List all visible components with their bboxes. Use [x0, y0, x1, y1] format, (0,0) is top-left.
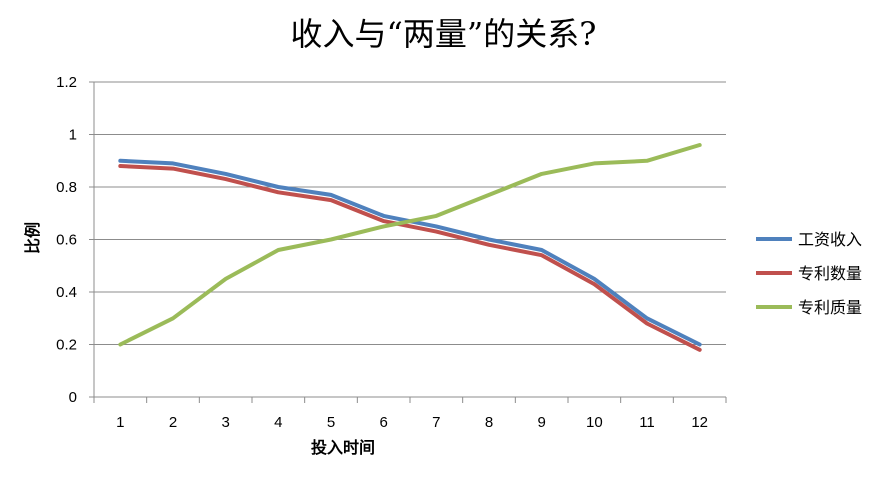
y-axis-title: 比例 — [23, 222, 42, 254]
x-tick-label: 10 — [586, 414, 603, 431]
gridlines — [89, 81, 726, 398]
x-tick-label: 1 — [116, 414, 124, 431]
x-tick-label: 2 — [169, 414, 177, 431]
x-tick-label: 4 — [274, 414, 282, 431]
x-tick-label: 6 — [379, 414, 387, 431]
series-line-3 — [118, 143, 702, 347]
x-tick-label: 5 — [327, 414, 335, 431]
y-tick-label: 1.2 — [56, 74, 77, 91]
tick-labels: 00.20.40.60.811.21 2 3 4 5 6 7 8 9 10 11 12 — [56, 74, 708, 431]
y-tick-label: 0.4 — [56, 284, 77, 301]
x-tick-label: 12 — [691, 414, 708, 431]
x-tick-label: 7 — [432, 414, 440, 431]
y-tick-label: 1 — [69, 127, 77, 144]
y-tick-label: 0.6 — [56, 232, 77, 249]
y-tick-label: 0.2 — [56, 337, 77, 354]
series-lines — [118, 143, 702, 352]
axes — [93, 82, 727, 403]
x-tick-label: 11 — [639, 414, 655, 431]
y-tick-label: 0.8 — [56, 179, 77, 196]
legend-label-3: 专利质量 — [798, 298, 862, 317]
chart-title: 收入与“两量”的关系? — [290, 15, 597, 53]
x-tick-label: 3 — [221, 414, 229, 431]
x-tick-label: 8 — [485, 414, 493, 431]
legend-label-2: 专利数量 — [798, 264, 862, 283]
series-line-2 — [118, 164, 702, 352]
y-tick-label: 0 — [69, 389, 77, 406]
x-axis-title: 投入时间 — [311, 438, 375, 457]
x-tick-label: 9 — [537, 414, 545, 431]
series-line-1 — [118, 158, 702, 347]
legend-label-1: 工资收入 — [798, 230, 862, 249]
